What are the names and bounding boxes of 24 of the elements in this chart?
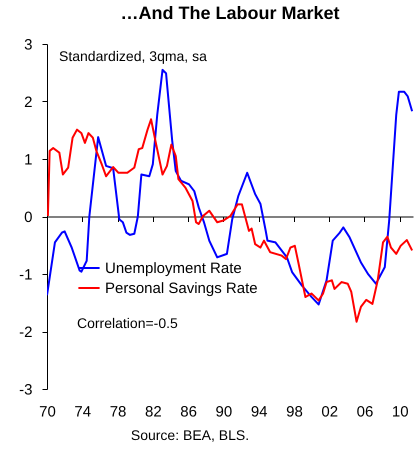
x-tick-label: 98 [286,404,303,420]
legend-label: Personal Savings Rate [105,280,258,297]
annotation: Standardized, 3qma, sa [59,48,208,64]
x-tick-label: 86 [180,404,197,420]
x-tick-label: 78 [110,404,126,420]
y-tick-label: 3 [24,36,32,54]
y-tick-label: 2 [24,94,32,111]
y-tick-label: 0 [24,209,32,226]
y-tick-label: -3 [19,382,32,398]
x-tick-label: 90 [216,404,232,420]
x-tick-label: 94 [250,404,268,420]
source-note: Source: BEA, BLS. [130,427,250,443]
x-tick-label: 70 [39,404,56,420]
x-tick-label: 10 [392,404,409,420]
y-tick-label: -1 [19,266,32,284]
x-tick-label: 82 [144,404,162,420]
x-tick-label: 74 [74,404,92,420]
y-tick-label: 1 [24,152,32,168]
y-tick-label: -2 [19,324,32,341]
annotation: Correlation=-0.5 [77,315,178,331]
legend-label: Unemployment Rate [105,260,242,277]
x-tick-label: 06 [356,404,374,420]
x-tick-label: 02 [321,404,338,420]
chart-title: …And The Labour Market [120,3,340,23]
